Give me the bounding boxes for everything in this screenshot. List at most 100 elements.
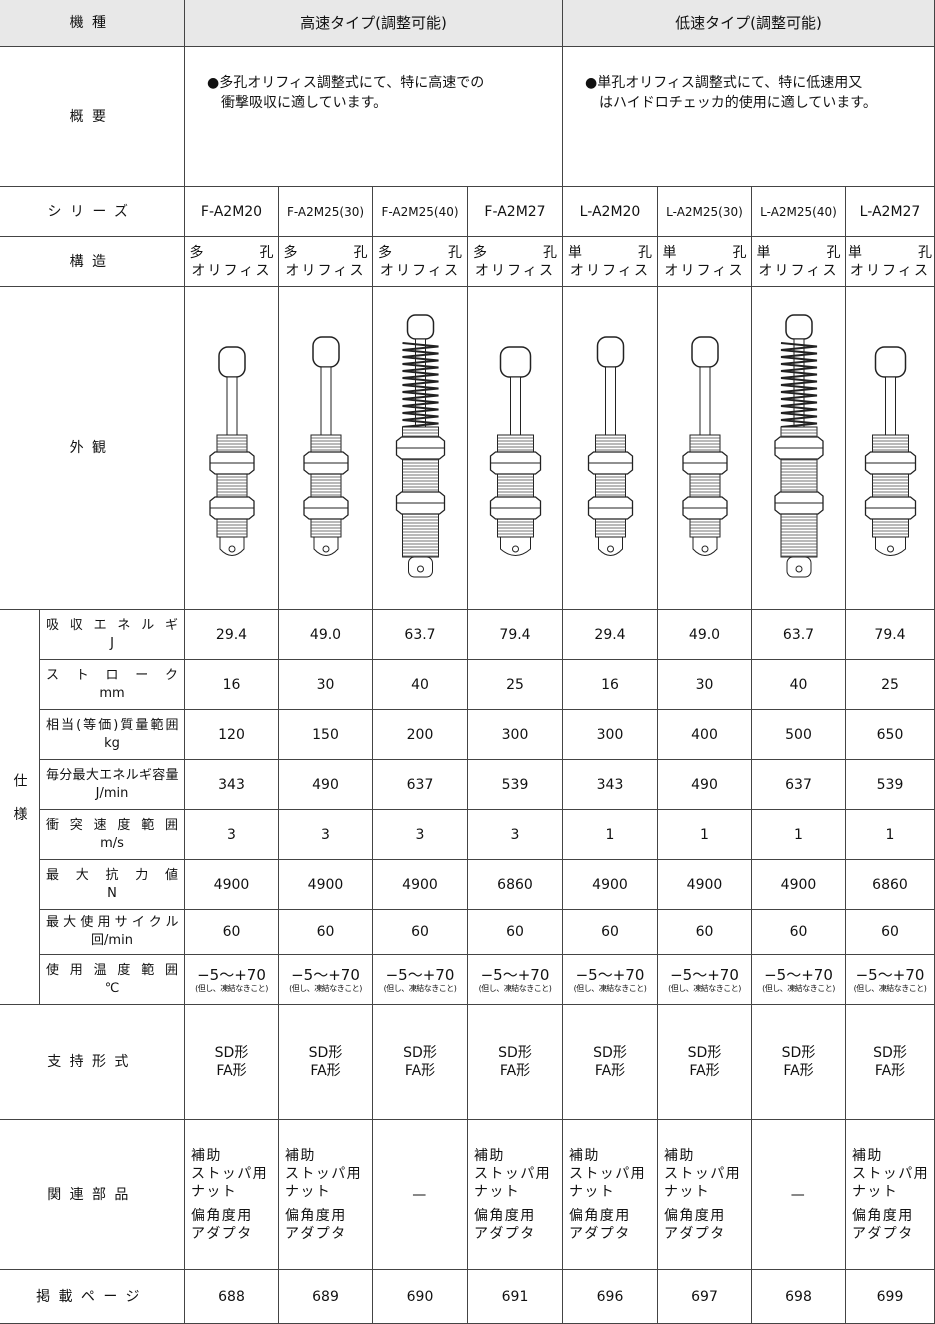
page-cell: 697 <box>658 1270 752 1324</box>
spec-cell: 490 <box>658 760 752 810</box>
spec-cell: 49.0 <box>279 610 373 660</box>
appearance-cell <box>185 287 279 610</box>
row-label: 概要 <box>0 47 185 187</box>
spec-value: 63.7 <box>404 626 436 643</box>
spec-name-text: ストローク <box>46 667 178 683</box>
spec-value: −5〜+70 <box>480 965 550 984</box>
spec-value: −5〜+70 <box>291 965 360 984</box>
spec-cell: −5〜+70 (但し、凍結なきこと) <box>752 955 846 1005</box>
spec-cell: 400 <box>658 710 752 760</box>
page-number: 699 <box>876 1288 904 1305</box>
spec-value: 1 <box>794 826 803 843</box>
structure-text: 多孔 <box>473 244 557 261</box>
parts-cell: 補助 ストッパ用 ナット 偏角度用 アダプタ <box>468 1120 563 1270</box>
overview-cell: ●多孔オリフィス調整式にて、特に高速での 衝撃吸収に適しています。 <box>185 47 563 187</box>
appearance-cell <box>563 287 658 610</box>
label: 構造 <box>69 253 115 270</box>
parts-cell: 補助 ストッパ用 ナット 偏角度用 アダプタ <box>846 1120 935 1270</box>
spec-value: 6860 <box>497 876 533 893</box>
mounting-cell: SD形 FA形 <box>846 1005 935 1120</box>
spec-unit: J <box>110 635 114 651</box>
mounting-type: SD形 <box>873 1045 907 1061</box>
group-header: 低速タイプ(調整可能) <box>563 0 935 47</box>
spec-value: 637 <box>785 776 812 793</box>
spec-value: 490 <box>312 776 339 793</box>
spec-value: −5〜+70 <box>385 965 455 984</box>
parts-line: ナット <box>569 1183 616 1200</box>
shock-absorber-illustration <box>395 314 446 578</box>
mounting-type: SD形 <box>687 1045 722 1061</box>
spec-unit: kg <box>104 735 120 751</box>
mounting-cell: SD形 FA形 <box>185 1005 279 1120</box>
spec-cell: 3 <box>468 810 563 860</box>
parts-line: ストッパ用 <box>285 1165 362 1182</box>
spec-value: 3 <box>321 826 330 843</box>
header-label: 機種 <box>0 0 185 47</box>
spec-value: 79.4 <box>499 626 531 643</box>
shock-absorber-illustration <box>587 336 634 556</box>
parts-line: 偏角度用 <box>474 1207 536 1224</box>
spec-cell: 1 <box>658 810 752 860</box>
spec-cell: −5〜+70 (但し、凍結なきこと) <box>185 955 279 1005</box>
spec-note: (但し、凍結なきこと) <box>762 983 835 993</box>
series-cell: F-A2M27 <box>468 187 563 237</box>
spec-name-text: 吸収エネルギ <box>46 617 178 633</box>
page-number: 691 <box>501 1288 529 1305</box>
structure-cell: 単孔オリフィス <box>752 237 846 287</box>
spec-name-text: 最大抗力値 <box>46 867 178 883</box>
spec-value: 539 <box>876 776 904 793</box>
structure-text: 単孔 <box>848 244 932 261</box>
spec-unit: N <box>107 885 117 901</box>
page-cell: 699 <box>846 1270 935 1324</box>
spec-value: 1 <box>885 826 895 843</box>
overview-cell: ●単孔オリフィス調整式にて、特に低速用又 はハイドロチェッカ的使用に適しています。 <box>563 47 935 187</box>
shock-absorber-illustration <box>774 314 824 578</box>
spec-note: (但し、凍結なきこと) <box>383 983 457 993</box>
spec-cell: 343 <box>185 760 279 810</box>
mounting-type: SD形 <box>308 1045 343 1061</box>
parts-line: 補助 <box>569 1147 600 1164</box>
structure-cell: 多孔オリフィス <box>279 237 373 287</box>
series-cell: F-A2M20 <box>185 187 279 237</box>
spec-value: 60 <box>411 924 429 940</box>
appearance-cell <box>373 287 468 610</box>
spec-cell: 40 <box>373 660 468 710</box>
spec-value: 6860 <box>872 876 908 893</box>
spec-value: 30 <box>316 676 335 693</box>
spec-note: (但し、凍結なきこと) <box>853 983 927 993</box>
spec-name: 使用温度範囲 ℃ <box>40 955 185 1005</box>
shock-absorber-illustration <box>864 346 917 556</box>
spec-value: 30 <box>695 676 714 693</box>
spec-value: 63.7 <box>782 626 815 643</box>
structure-text: オリフィス <box>664 262 745 279</box>
structure-cell: 多孔オリフィス <box>185 237 279 287</box>
spec-value: 3 <box>415 826 425 843</box>
spec-cell: 60 <box>563 910 658 955</box>
parts-line: ストッパ用 <box>664 1165 741 1182</box>
shock-absorber-illustration <box>489 346 542 556</box>
mounting-cell: SD形 FA形 <box>752 1005 846 1120</box>
spec-value: 200 <box>406 726 434 743</box>
parts-line: ストッパ用 <box>569 1165 646 1182</box>
series-name: L-A2M27 <box>859 203 921 220</box>
row-label: 構造 <box>0 237 185 287</box>
parts-line: 偏角度用 <box>569 1207 631 1224</box>
parts-cell: 補助 ストッパ用 ナット 偏角度用 アダプタ <box>658 1120 752 1270</box>
spec-cell: −5〜+70 (但し、凍結なきこと) <box>563 955 658 1005</box>
page-number: 688 <box>218 1288 245 1305</box>
spec-value: 490 <box>691 776 718 793</box>
spec-cell: 120 <box>185 710 279 760</box>
structure-text: オリフィス <box>474 262 556 279</box>
spec-value: 539 <box>501 776 529 793</box>
spec-name-text: 相当(等価)質量範囲 <box>46 717 179 733</box>
spec-cell: 490 <box>279 760 373 810</box>
mounting-type: FA形 <box>310 1063 341 1079</box>
parts-line: 補助 <box>664 1147 695 1164</box>
spec-cell: 4900 <box>752 860 846 910</box>
spec-value: 300 <box>501 726 529 743</box>
spec-cell: 3 <box>279 810 373 860</box>
appearance-cell <box>658 287 752 610</box>
structure-cell: 単孔オリフィス <box>658 237 752 287</box>
spec-cell: 63.7 <box>373 610 468 660</box>
spec-group-label: 仕様 <box>0 610 40 1005</box>
